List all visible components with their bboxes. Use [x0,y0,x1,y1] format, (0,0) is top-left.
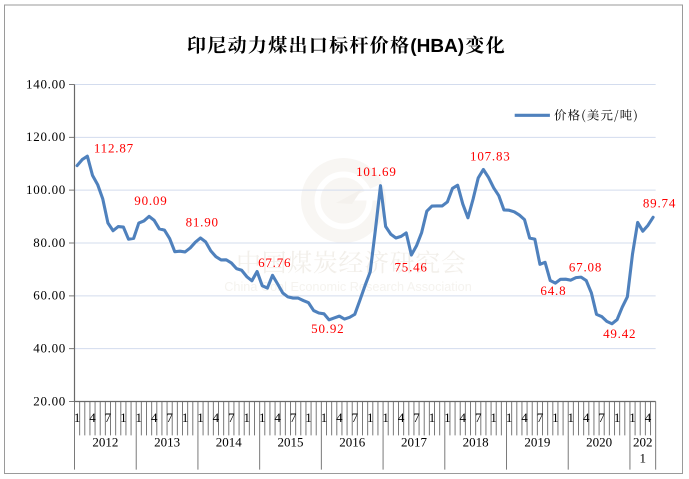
svg-text:90.09: 90.09 [134,193,167,208]
svg-text:1: 1 [490,410,497,425]
svg-text:75.46: 75.46 [394,259,427,274]
svg-text:7: 7 [105,410,112,425]
svg-text:4: 4 [398,410,405,425]
svg-text:1: 1 [136,410,143,425]
svg-text:7: 7 [352,410,359,425]
svg-text:4: 4 [583,410,590,425]
svg-text:1: 1 [429,410,436,425]
svg-text:7: 7 [166,410,173,425]
svg-text:40.00: 40.00 [33,340,66,355]
svg-text:2016: 2016 [339,434,366,449]
svg-text:50.92: 50.92 [311,321,344,336]
svg-text:2017: 2017 [401,434,428,449]
svg-text:60.00: 60.00 [33,288,66,303]
svg-text:1: 1 [552,410,559,425]
svg-text:80.00: 80.00 [33,235,66,250]
svg-text:1: 1 [367,410,374,425]
svg-text:2014: 2014 [216,434,243,449]
svg-text:4: 4 [151,410,158,425]
svg-text:101.69: 101.69 [356,164,397,179]
svg-text:1: 1 [305,410,312,425]
svg-text:7: 7 [290,410,297,425]
svg-text:7: 7 [537,410,544,425]
svg-text:1: 1 [640,450,647,465]
svg-text:107.83: 107.83 [470,148,511,163]
svg-text:202: 202 [633,434,653,449]
svg-text:1: 1 [74,410,81,425]
svg-text:1: 1 [444,410,451,425]
svg-text:4: 4 [213,410,220,425]
svg-text:81.90: 81.90 [186,215,219,230]
svg-text:7: 7 [598,410,605,425]
svg-text:89.74: 89.74 [643,195,676,210]
svg-text:1: 1 [259,410,266,425]
svg-text:China Coal Economic Research A: China Coal Economic Research Association [224,280,472,294]
svg-text:1: 1 [321,410,328,425]
svg-text:7: 7 [413,410,420,425]
svg-text:4: 4 [336,410,343,425]
svg-text:4: 4 [274,410,281,425]
svg-text:2020: 2020 [586,434,612,449]
svg-text:4: 4 [521,410,528,425]
svg-text:140.00: 140.00 [26,76,66,91]
svg-text:1: 1 [506,410,513,425]
svg-text:64.8: 64.8 [540,283,566,298]
svg-text:1: 1 [568,410,575,425]
svg-text:2012: 2012 [92,434,118,449]
svg-text:67.76: 67.76 [258,255,291,270]
svg-text:2018: 2018 [463,434,489,449]
svg-text:2019: 2019 [524,434,550,449]
svg-text:4: 4 [460,410,467,425]
svg-text:7: 7 [475,410,482,425]
svg-text:1: 1 [244,410,251,425]
svg-text:1: 1 [382,410,389,425]
svg-text:1: 1 [614,410,621,425]
svg-text:4: 4 [645,410,652,425]
svg-text:1: 1 [629,410,636,425]
svg-text:49.42: 49.42 [603,326,636,341]
svg-text:67.08: 67.08 [569,260,602,275]
svg-text:1: 1 [182,410,189,425]
svg-text:20.00: 20.00 [33,393,66,408]
svg-text:7: 7 [228,410,235,425]
svg-text:2013: 2013 [154,434,180,449]
svg-text:112.87: 112.87 [94,141,134,156]
svg-text:100.00: 100.00 [26,182,66,197]
svg-text:2015: 2015 [278,434,304,449]
svg-text:120.00: 120.00 [26,129,66,144]
svg-text:4: 4 [89,410,96,425]
svg-text:1: 1 [120,410,127,425]
svg-text:1: 1 [197,410,204,425]
